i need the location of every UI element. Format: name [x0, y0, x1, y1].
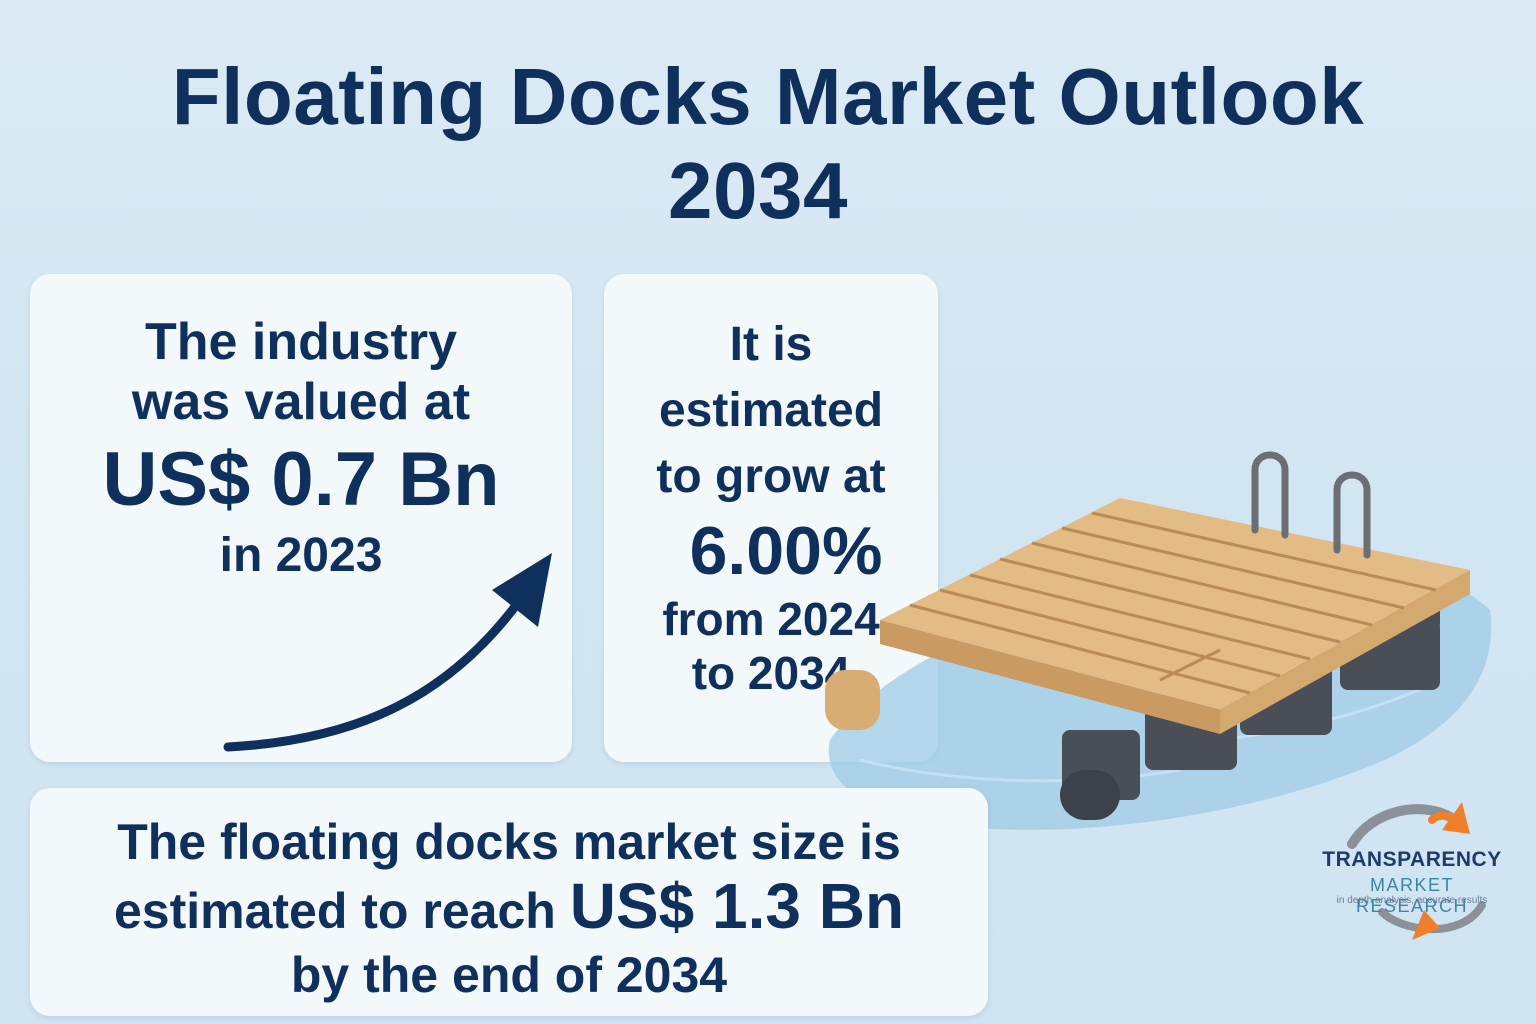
brand-tagline: in depth analysis, accurate results: [1336, 895, 1488, 906]
valuation-text: The industry was valued at US$ 0.7 Bn in…: [30, 312, 572, 586]
forecast-value: US$ 1.3 Bn: [569, 870, 905, 942]
floating-dock-icon: [825, 451, 1492, 830]
growth-line-1: It is: [729, 318, 813, 371]
forecast-line-1: The floating docks market size is: [117, 814, 901, 870]
valuation-year: in 2023: [219, 529, 383, 582]
forecast-card: The floating docks market size is estima…: [30, 788, 988, 1016]
growth-line-3: to grow at: [656, 450, 886, 503]
forecast-text: The floating docks market size is estima…: [30, 810, 988, 1007]
growth-line-2: estimated: [658, 384, 884, 437]
title-line-1: Floating Docks Market Outlook: [171, 52, 1365, 141]
valuation-value: US$ 0.7 Bn: [102, 437, 500, 522]
title-line-2: 2034: [668, 146, 848, 235]
forecast-line-3: by the end of 2034: [290, 947, 728, 1003]
trend-up-arrow-icon: [223, 553, 552, 752]
growth-text: It is estimated to grow at 6.00% from 20…: [604, 312, 938, 700]
growth-line-5: to 2034: [691, 647, 851, 699]
forecast-line-2-prefix: estimated to reach: [113, 883, 570, 939]
brand-swoosh-arrow-icon: [1347, 802, 1486, 940]
valuation-card: The industry was valued at US$ 0.7 Bn in…: [30, 274, 572, 762]
valuation-line-1: The industry: [144, 313, 458, 371]
brand-name: TRANSPARENCY: [1322, 848, 1502, 871]
growth-line-4: from 2024: [662, 593, 880, 645]
brand-logo: TRANSPARENCY MARKET RESEARCH in depth an…: [1312, 800, 1512, 950]
brand-subtitle: MARKET RESEARCH: [1355, 875, 1469, 916]
growth-card: It is estimated to grow at 6.00% from 20…: [604, 274, 938, 762]
valuation-line-2: was valued at: [131, 373, 471, 431]
page-title: Floating Docks Market Outlook 2034: [0, 50, 1536, 238]
growth-rate: 6.00%: [689, 513, 883, 589]
forecast-line-2: estimated to reach US$ 1.3 Bn: [30, 874, 988, 943]
